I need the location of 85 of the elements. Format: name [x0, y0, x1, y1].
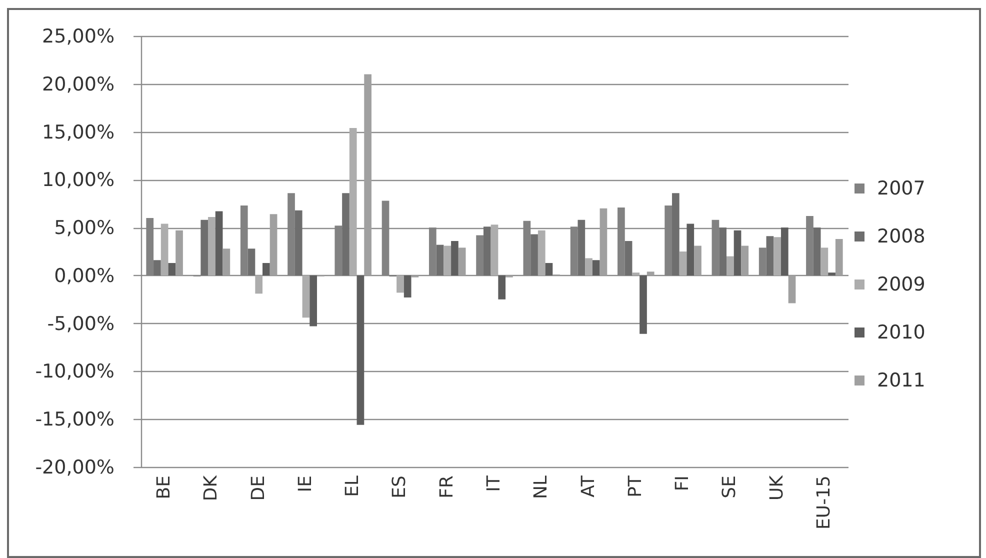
bar [404, 275, 412, 298]
y-tick-label: -20,00% [35, 456, 114, 478]
legend-label: 2009 [877, 274, 926, 296]
bar [788, 275, 796, 304]
x-tick-label: BE [154, 476, 175, 500]
bar [813, 228, 821, 276]
bar [215, 211, 223, 276]
bar [578, 220, 586, 276]
x-tick-label: AT [578, 474, 599, 498]
bar [820, 248, 828, 276]
y-tick-label: 20,00% [42, 73, 114, 96]
bar [302, 275, 310, 318]
bar [270, 214, 278, 276]
x-tick-label: DK [200, 474, 222, 502]
bar [483, 226, 491, 276]
bar [646, 272, 654, 276]
bar [255, 275, 263, 294]
y-tick-label: 25,00% [42, 26, 114, 48]
bar [458, 248, 466, 276]
bar [632, 272, 640, 276]
bar [310, 275, 317, 326]
bar [624, 240, 632, 276]
legend-label: 2011 [877, 370, 926, 392]
bar [734, 230, 742, 276]
legend-label: 2008 [877, 226, 926, 248]
x-tick-label: FI [672, 476, 694, 492]
bar [686, 224, 694, 276]
bar [168, 262, 176, 276]
bar [672, 193, 680, 276]
bar [342, 193, 350, 276]
bar [835, 239, 843, 276]
bar [545, 262, 553, 276]
y-tick-label: -15,00% [35, 408, 114, 431]
bar [600, 208, 608, 276]
bar [222, 248, 230, 276]
y-tick-label: -5,00% [47, 312, 114, 335]
y-tick-label: 10,00% [42, 169, 114, 192]
x-tick-label: ES [389, 476, 410, 498]
bar [694, 246, 702, 276]
x-tick-label: EU-15 [813, 476, 834, 530]
bar [262, 262, 270, 276]
bar [364, 74, 372, 276]
bar [248, 248, 256, 276]
bar [719, 228, 726, 276]
bar [766, 236, 774, 276]
bar [451, 240, 458, 276]
x-tick-label: DE [248, 476, 269, 501]
legend-label: 2010 [877, 322, 926, 344]
bar [498, 275, 506, 300]
x-tick-label: SE [719, 476, 740, 498]
bar [444, 246, 452, 276]
bar [294, 210, 302, 276]
bar [349, 128, 357, 276]
bar [679, 252, 687, 276]
y-tick-label: 15,00% [42, 121, 114, 144]
bar [436, 244, 444, 276]
bar [828, 272, 836, 276]
x-tick-label: PT [624, 474, 646, 498]
legend-label: 2007 [877, 178, 926, 200]
x-tick-label: EL [342, 476, 364, 497]
bar [592, 260, 600, 276]
bar [154, 260, 161, 276]
bar [530, 234, 538, 276]
bar [726, 256, 734, 276]
bar [780, 228, 788, 276]
x-tick-label: IT [484, 474, 504, 492]
bar [585, 258, 592, 276]
bar [176, 230, 183, 276]
bar [200, 220, 208, 276]
x-tick-label: FR [436, 476, 458, 498]
x-tick-label: IE [294, 476, 316, 492]
bar [640, 275, 647, 334]
bar [490, 224, 498, 276]
bar [396, 275, 404, 293]
bar [741, 246, 749, 276]
bar [160, 224, 168, 276]
bar [356, 275, 364, 425]
y-tick-label: 5,00% [54, 217, 114, 240]
bar [774, 237, 781, 276]
x-tick-label: NL [530, 476, 552, 499]
bar [208, 217, 216, 276]
y-tick-label: 0,00% [54, 264, 114, 287]
bar [538, 230, 546, 276]
y-tick-label: -10,00% [35, 360, 114, 383]
x-tick-label: UK [766, 474, 788, 500]
